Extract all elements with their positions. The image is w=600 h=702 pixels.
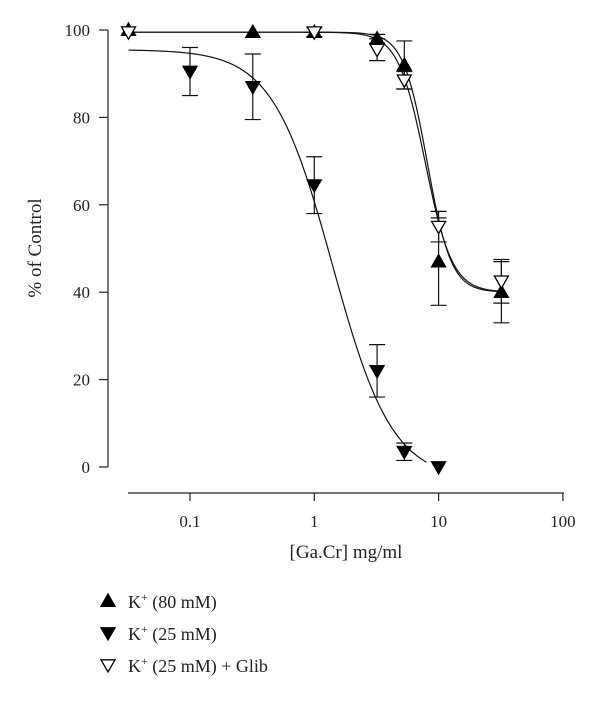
x-axis-label: [Ga.Cr] mg/ml bbox=[290, 542, 403, 563]
data-point bbox=[396, 74, 413, 89]
y-tick-label: 80 bbox=[73, 108, 90, 127]
data-point bbox=[493, 283, 510, 299]
data-markers bbox=[120, 21, 510, 476]
error-bars bbox=[182, 27, 510, 462]
legend-marker bbox=[99, 592, 117, 607]
data-point bbox=[396, 56, 413, 71]
legend-label: K+ (25 mM) + Glib bbox=[128, 654, 268, 677]
axes: 0 20 40 60 80 100 0.1 1 10 100 [Ga.Cr] mg/ml % of C… bbox=[25, 21, 576, 563]
data-point bbox=[493, 275, 510, 290]
y-tick-label: 40 bbox=[73, 283, 90, 302]
fit-curve bbox=[128, 31, 502, 292]
x-tick-label: 100 bbox=[550, 512, 576, 531]
y-tick-label: 0 bbox=[82, 458, 91, 477]
x-tick-label: 10 bbox=[430, 512, 447, 531]
y-tick-label: 60 bbox=[73, 196, 90, 215]
y-axis-label: % of Control bbox=[25, 198, 46, 297]
data-point bbox=[396, 445, 413, 461]
data-point bbox=[306, 179, 323, 194]
fit-curves bbox=[128, 31, 502, 463]
y-tick-label: 20 bbox=[73, 371, 90, 390]
fit-curve bbox=[128, 31, 502, 293]
data-point bbox=[244, 80, 261, 96]
legend-label: K+ (80 mM) bbox=[128, 590, 217, 613]
data-point bbox=[368, 364, 386, 380]
data-point bbox=[244, 23, 261, 39]
data-point bbox=[120, 26, 137, 41]
data-point bbox=[368, 43, 386, 59]
fit-curve bbox=[128, 49, 427, 463]
data-point bbox=[430, 220, 447, 235]
x-tick-label: 1 bbox=[310, 512, 319, 531]
data-point bbox=[430, 253, 447, 268]
legend-marker bbox=[99, 627, 117, 642]
legend-marker bbox=[99, 659, 117, 674]
x-tick-label: 0.1 bbox=[179, 512, 200, 531]
data-point bbox=[181, 65, 199, 80]
legend-label: K+ (25 mM) bbox=[128, 622, 217, 645]
legend: K+ (80 mM) K+ (25 mM) K+ (25 mM) + Glib bbox=[99, 590, 268, 677]
y-tick-label: 100 bbox=[65, 21, 91, 40]
data-point bbox=[430, 461, 447, 476]
data-point bbox=[306, 26, 323, 41]
